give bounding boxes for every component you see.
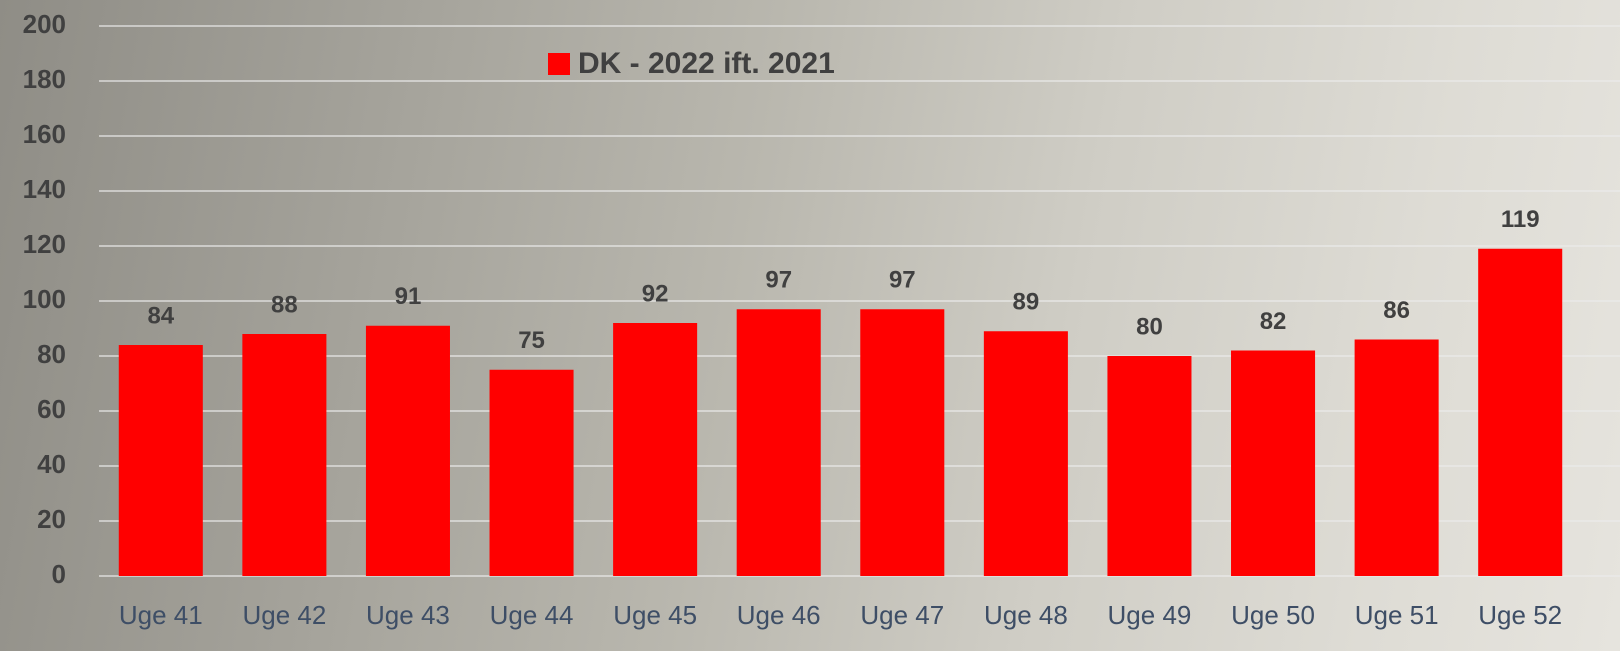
bar bbox=[1478, 248, 1563, 576]
y-tick-label: 80 bbox=[37, 339, 66, 369]
value-label: 91 bbox=[395, 283, 422, 310]
value-label: 88 bbox=[271, 291, 298, 318]
x-tick-label: Uge 51 bbox=[1355, 600, 1439, 630]
y-tick-label: 140 bbox=[23, 174, 66, 204]
bar bbox=[736, 309, 821, 576]
value-label: 82 bbox=[1260, 308, 1287, 335]
bar bbox=[613, 323, 698, 576]
legend-swatch bbox=[548, 53, 570, 75]
y-tick-label: 160 bbox=[23, 119, 66, 149]
bar bbox=[1107, 356, 1192, 576]
value-label: 86 bbox=[1383, 297, 1410, 324]
y-tick-label: 60 bbox=[37, 394, 66, 424]
bar bbox=[1231, 350, 1316, 576]
bar bbox=[489, 369, 574, 576]
y-tick-label: 180 bbox=[23, 64, 66, 94]
x-tick-label: Uge 46 bbox=[737, 600, 821, 630]
y-tick-label: 40 bbox=[37, 449, 66, 479]
y-tick-label: 0 bbox=[52, 559, 66, 589]
x-tick-label: Uge 48 bbox=[984, 600, 1068, 630]
x-tick-label: Uge 43 bbox=[366, 600, 450, 630]
x-tick-label: Uge 47 bbox=[860, 600, 944, 630]
bar bbox=[1354, 339, 1439, 576]
value-label: 89 bbox=[1013, 289, 1040, 316]
value-label: 84 bbox=[147, 302, 174, 329]
y-tick-label: 120 bbox=[23, 229, 66, 259]
y-tick-label: 20 bbox=[37, 504, 66, 534]
bar bbox=[983, 331, 1068, 576]
value-label: 97 bbox=[765, 267, 792, 294]
x-tick-label: Uge 50 bbox=[1231, 600, 1315, 630]
bar bbox=[860, 309, 945, 576]
bar bbox=[365, 325, 450, 576]
x-tick-label: Uge 45 bbox=[613, 600, 697, 630]
value-label: 97 bbox=[889, 267, 916, 294]
value-label: 119 bbox=[1501, 206, 1540, 233]
x-tick-label: Uge 52 bbox=[1478, 600, 1562, 630]
bar bbox=[118, 345, 203, 576]
value-label: 92 bbox=[642, 280, 669, 307]
value-label: 80 bbox=[1136, 313, 1163, 340]
bar bbox=[242, 334, 327, 576]
x-tick-label: Uge 44 bbox=[490, 600, 574, 630]
x-tick-label: Uge 42 bbox=[242, 600, 326, 630]
y-tick-label: 200 bbox=[23, 9, 66, 39]
y-tick-label: 100 bbox=[23, 284, 66, 314]
legend-label: DK - 2022 ift. 2021 bbox=[578, 47, 835, 80]
value-label: 75 bbox=[518, 327, 545, 354]
x-tick-label: Uge 41 bbox=[119, 600, 203, 630]
x-tick-label: Uge 49 bbox=[1108, 600, 1192, 630]
